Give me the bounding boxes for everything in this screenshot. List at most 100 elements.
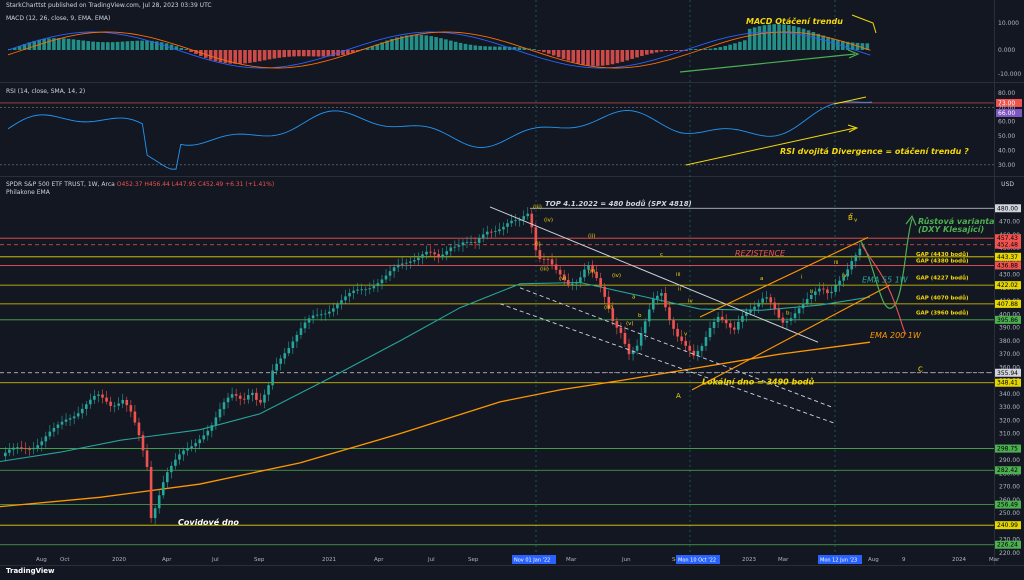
candle-body: [20, 447, 23, 449]
macd-histogram-bar: [272, 50, 277, 59]
uptrend-lower: [691, 284, 891, 391]
rsi-tick: 50.00: [998, 133, 1015, 140]
candle-body: [303, 322, 307, 329]
time-axis[interactable]: [0, 565, 1024, 580]
candle-body: [822, 288, 825, 290]
gap-label-0: GAP (4430 bodů): [916, 251, 969, 258]
macd-tick: 0.000: [998, 47, 1015, 54]
wave-label: c: [660, 252, 663, 258]
macd-histogram-bar: [150, 40, 154, 50]
macd-histogram-bar: [581, 50, 585, 65]
ema-header[interactable]: Philakone EMA: [6, 189, 50, 196]
macd-histogram-bar: [664, 50, 669, 52]
macd-histogram-bar: [453, 41, 458, 50]
candle-body: [680, 336, 683, 341]
candle-body: [692, 350, 696, 356]
macd-histogram-bar: [135, 40, 139, 50]
candle-body: [599, 278, 602, 287]
wave-B: B: [848, 214, 853, 222]
candle-body: [368, 288, 372, 290]
candle-body: [392, 267, 396, 272]
candle-body: [218, 409, 222, 418]
macd-histogram-bar: [395, 37, 399, 50]
macd-histogram-bar: [213, 50, 218, 62]
tradingview-logo[interactable]: TradingView: [6, 567, 55, 575]
macd-histogram-bar: [71, 39, 76, 50]
price-tick: 260.00: [999, 497, 1020, 504]
macd-histogram-bar: [257, 50, 262, 62]
level-badge-7: [995, 368, 1021, 377]
level-label: 395.86: [997, 317, 1018, 324]
candle-body: [789, 318, 793, 321]
candle-body: [627, 343, 631, 355]
macd-histogram-bar: [728, 44, 732, 50]
candle-body: [340, 300, 343, 305]
bullish-arrow-head: [905, 215, 917, 226]
macd-tick: 10.000: [998, 20, 1019, 27]
candle-body: [481, 234, 485, 239]
macd-histogram-bar: [635, 50, 639, 58]
macd-histogram-bar: [703, 49, 708, 50]
candle-body: [818, 288, 821, 292]
rsi-header[interactable]: RSI (14, close, SMA, 14, 2): [6, 88, 86, 95]
macd-histogram-bar: [547, 50, 551, 54]
time-tick: Sep: [254, 557, 265, 563]
price-tick: 390.00: [999, 325, 1020, 332]
candle-body: [652, 298, 655, 310]
candle-body: [603, 286, 606, 297]
price-tick: 310.00: [999, 431, 1020, 438]
growth-label-2: (DXY Klesající): [918, 225, 984, 234]
candle-body: [409, 261, 412, 263]
macd-histogram-bar: [375, 44, 380, 50]
macd-histogram-bar: [718, 47, 723, 50]
macd-header[interactable]: MACD (12, 26, close, 9, EMA, EMA): [6, 15, 111, 22]
wave-label: iii: [676, 272, 681, 278]
candle-body: [230, 394, 234, 398]
wave-label: ii: [810, 289, 814, 295]
candle-body: [101, 394, 104, 398]
candle-body: [542, 258, 546, 260]
candle-body: [797, 308, 801, 314]
candle-body: [267, 385, 270, 395]
price-header[interactable]: SPDR S&P 500 ETF TRUST, 1W, Arca O452.37…: [6, 181, 274, 188]
time-tick: Apr: [162, 557, 172, 563]
level-badge-9: [995, 444, 1021, 453]
macd-histogram-bar: [669, 50, 674, 51]
candle-body: [449, 247, 453, 252]
candle-body: [226, 397, 230, 403]
candle-body: [76, 413, 80, 417]
macd-histogram-bar: [155, 41, 159, 50]
macd-histogram-bar: [243, 50, 247, 64]
macd-histogram-bar: [517, 47, 522, 50]
price-tick: 250.00: [999, 510, 1020, 517]
candle-body: [498, 229, 501, 232]
rsi-tick: 73.00: [998, 100, 1015, 107]
top-badge: [995, 204, 1021, 213]
macd-histogram-bar: [115, 41, 120, 50]
macd-histogram-bar: [620, 50, 625, 62]
candle-body: [89, 399, 92, 405]
macd-histogram-bar: [238, 50, 242, 64]
price-tick: 370.00: [999, 351, 1020, 358]
candle-body: [279, 358, 282, 364]
macd-histogram-bar: [262, 50, 267, 61]
wave-label: (iv): [544, 218, 553, 224]
macd-histogram-bar: [326, 50, 331, 57]
price-axis-border: [994, 0, 995, 565]
macd-histogram-bar: [537, 50, 541, 51]
candle-body: [182, 450, 185, 455]
macd-histogram-bar: [625, 50, 629, 61]
macd-histogram-bar: [762, 25, 767, 50]
candle-body: [700, 345, 704, 351]
level-label: 348.41: [997, 380, 1018, 387]
candle-body: [716, 316, 720, 322]
candle-body: [676, 328, 679, 337]
time-tick: 9: [902, 557, 906, 563]
macd-histogram-bar: [796, 27, 801, 50]
macd-arrow-head: [847, 49, 860, 59]
candle-body: [161, 482, 165, 496]
macd-histogram-bar: [787, 25, 791, 50]
candle-body: [826, 289, 829, 294]
candle-body: [668, 307, 671, 321]
